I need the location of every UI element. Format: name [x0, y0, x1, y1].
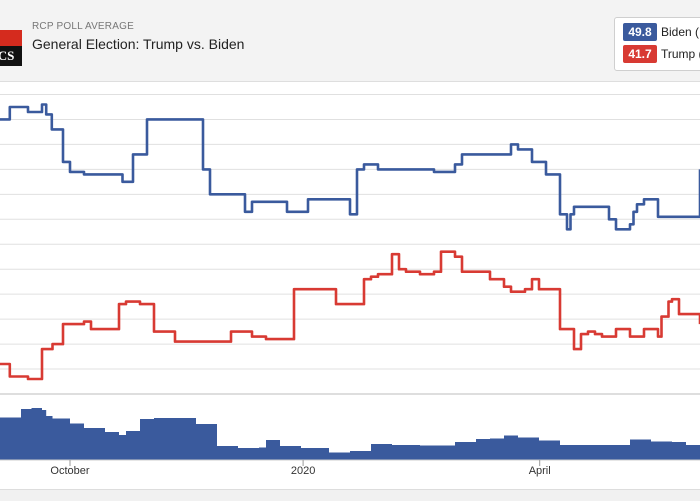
legend-item-trump[interactable]: 41.7 Trump (R): [623, 45, 700, 63]
x-axis-ticks: October 2020 April: [50, 460, 551, 477]
chart-footer: [0, 489, 700, 501]
spread-area-group: [0, 408, 700, 460]
x-tick-label: 2020: [291, 465, 315, 477]
trump-value-badge: 41.7: [623, 45, 657, 63]
poll-chart[interactable]: October 2020 April: [0, 82, 700, 478]
biden-line: [0, 103, 700, 231]
trump-legend-label: Trump (R): [661, 47, 700, 61]
logo-text: TICS: [0, 48, 15, 63]
legend-item-biden[interactable]: 49.8 Biden (D): [623, 23, 700, 41]
chart-title: General Election: Trump vs. Biden: [32, 36, 245, 52]
gridlines: [0, 93, 700, 370]
logo-red-block: [0, 30, 22, 46]
biden-legend-label: Biden (D): [661, 25, 700, 39]
spread-area: [0, 408, 700, 460]
trump-line: [0, 250, 700, 381]
legend: 49.8 Biden (D) 41.7 Trump (R): [614, 17, 700, 71]
rcp-logo[interactable]: TICS: [0, 30, 22, 66]
x-tick-label: April: [529, 465, 551, 477]
chart-header: TICS RCP POLL AVERAGE General Election: …: [0, 0, 700, 82]
poll-average-label: RCP POLL AVERAGE: [32, 21, 134, 32]
x-tick-label: October: [50, 465, 89, 477]
series-lines: [0, 103, 700, 381]
biden-value-badge: 49.8: [623, 23, 657, 41]
